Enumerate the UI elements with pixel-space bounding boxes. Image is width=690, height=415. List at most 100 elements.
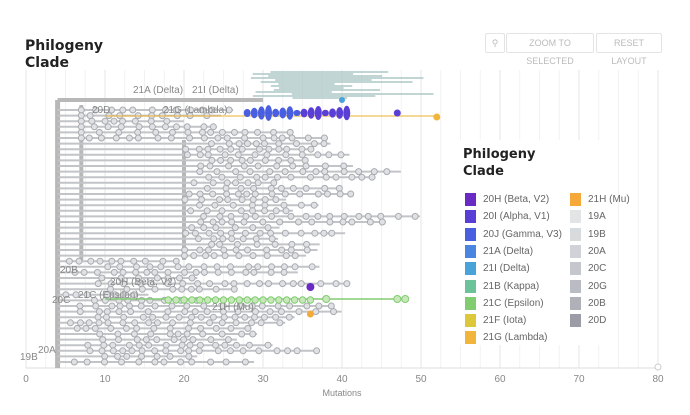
tip bbox=[167, 134, 175, 142]
tip bbox=[83, 358, 91, 366]
legend-item[interactable]: 20I (Alpha, V1) bbox=[465, 210, 550, 224]
tip bbox=[214, 268, 222, 276]
tip bbox=[226, 263, 234, 271]
tip bbox=[131, 117, 139, 125]
tip bbox=[200, 263, 208, 271]
x-tick-label: 30 bbox=[257, 374, 269, 385]
tip bbox=[306, 283, 315, 291]
tip bbox=[195, 285, 203, 293]
tip bbox=[221, 341, 229, 349]
x-tick-label: 40 bbox=[336, 374, 348, 385]
tip bbox=[93, 268, 101, 276]
tip bbox=[232, 341, 240, 349]
tip bbox=[225, 140, 233, 148]
tip bbox=[227, 229, 235, 237]
tip bbox=[129, 106, 137, 114]
zoom-to-selected-button[interactable]: ZOOM TO SELECTED bbox=[506, 33, 594, 66]
legend-item[interactable]: 20H (Beta, V2) bbox=[465, 193, 549, 207]
tip bbox=[181, 268, 189, 276]
tip bbox=[288, 240, 296, 248]
tip bbox=[161, 123, 169, 131]
tip bbox=[287, 156, 295, 164]
tip bbox=[234, 151, 242, 159]
tip bbox=[223, 179, 231, 187]
tip bbox=[326, 212, 334, 220]
tip bbox=[267, 184, 275, 192]
tip bbox=[241, 313, 249, 321]
tip bbox=[109, 347, 117, 355]
tip bbox=[218, 173, 226, 181]
tip bbox=[329, 108, 337, 118]
tip bbox=[286, 106, 294, 120]
legend-item[interactable]: 20C bbox=[570, 262, 606, 276]
tip bbox=[306, 296, 315, 304]
tip bbox=[216, 240, 224, 248]
tip bbox=[286, 302, 294, 310]
reset-layout-button[interactable]: RESET LAYOUT bbox=[596, 33, 662, 66]
tip bbox=[209, 313, 217, 321]
tip bbox=[302, 212, 310, 220]
legend-item[interactable]: 21B (Kappa) bbox=[465, 279, 539, 294]
tip bbox=[253, 240, 261, 248]
tip bbox=[195, 145, 203, 153]
tip bbox=[92, 106, 100, 114]
tip bbox=[241, 229, 249, 237]
tip bbox=[289, 162, 297, 170]
clade-label: 20C bbox=[52, 295, 71, 306]
legend-item[interactable]: 19A bbox=[570, 210, 606, 224]
tip bbox=[168, 128, 176, 136]
tip bbox=[190, 252, 198, 260]
tip bbox=[401, 295, 410, 303]
magnifier-icon[interactable]: ⚲ bbox=[485, 33, 505, 53]
tip bbox=[198, 128, 206, 136]
tip bbox=[304, 134, 312, 142]
legend: Philogeny Clade 20H (Beta, V2) 20I (Alpha,… bbox=[455, 140, 630, 345]
legend-item[interactable]: 21F (Iota) bbox=[465, 314, 526, 328]
legend-item[interactable]: 21A (Delta) bbox=[465, 244, 533, 259]
tip bbox=[87, 257, 95, 265]
tip bbox=[178, 285, 186, 293]
tip bbox=[183, 302, 191, 310]
tip bbox=[237, 184, 245, 192]
legend-swatch bbox=[465, 193, 476, 206]
tip bbox=[220, 246, 228, 254]
tip bbox=[315, 302, 323, 310]
legend-item[interactable]: 20A bbox=[570, 244, 606, 259]
tip bbox=[208, 156, 216, 164]
tip bbox=[321, 109, 329, 117]
tip bbox=[264, 341, 272, 349]
tip bbox=[248, 319, 256, 327]
legend-item[interactable]: 21I (Delta) bbox=[465, 262, 530, 276]
legend-item[interactable]: 20D bbox=[570, 314, 606, 328]
tip bbox=[252, 235, 260, 243]
tip bbox=[95, 308, 103, 316]
tip bbox=[182, 145, 190, 153]
tip bbox=[317, 280, 325, 288]
tip bbox=[348, 173, 356, 181]
tip bbox=[114, 352, 122, 360]
legend-item[interactable]: 20B bbox=[570, 296, 606, 311]
tip bbox=[261, 156, 269, 164]
tip bbox=[185, 190, 193, 198]
legend-swatch bbox=[465, 296, 476, 310]
tip bbox=[91, 324, 99, 332]
tip bbox=[245, 263, 253, 271]
tip bbox=[227, 324, 235, 332]
legend-item[interactable]: 21H (Mu) bbox=[570, 193, 630, 207]
tip bbox=[238, 302, 246, 310]
tip bbox=[157, 263, 165, 271]
tip bbox=[211, 296, 220, 304]
tip bbox=[101, 358, 109, 366]
legend-item[interactable]: 19B bbox=[570, 227, 606, 242]
legend-item[interactable]: 20J (Gamma, V3) bbox=[465, 227, 562, 242]
tip bbox=[207, 140, 215, 148]
tip bbox=[245, 341, 253, 349]
tip bbox=[343, 105, 351, 121]
legend-item[interactable]: 21C (Epsilon) bbox=[465, 296, 544, 311]
legend-item[interactable]: 20G bbox=[570, 279, 607, 294]
tip bbox=[280, 201, 288, 209]
tip bbox=[200, 212, 208, 220]
legend-item[interactable]: 21G (Lambda) bbox=[465, 331, 547, 345]
tip bbox=[116, 263, 124, 271]
